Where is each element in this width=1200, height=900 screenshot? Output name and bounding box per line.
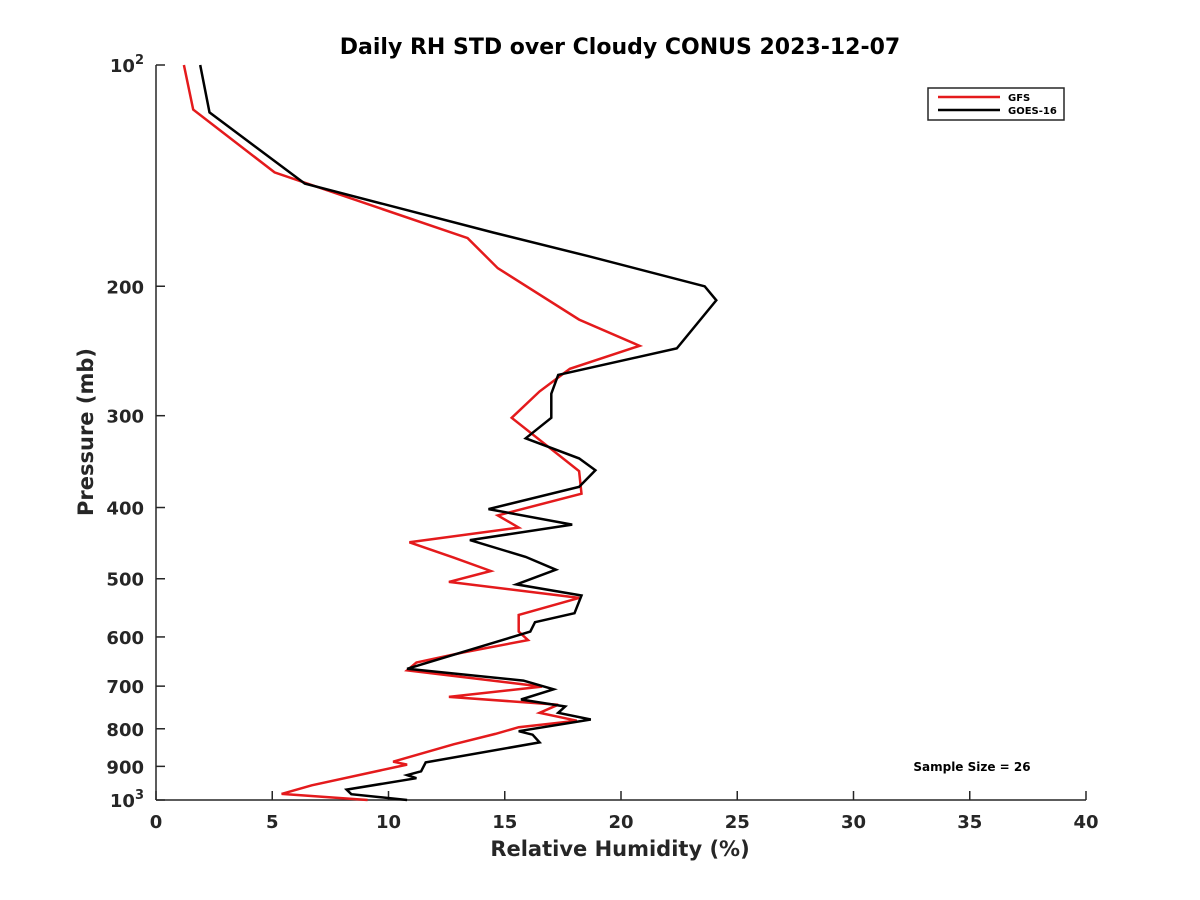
- x-tick-label: 15: [492, 812, 517, 833]
- series-line-gfs: [182, 64, 644, 802]
- y-axis-label: Pressure (mb): [74, 348, 98, 516]
- x-tick-label: 5: [266, 812, 279, 833]
- x-tick-label: 10: [376, 812, 401, 833]
- series-group: [182, 64, 718, 802]
- legend: GFS GOES-16: [927, 87, 1065, 121]
- y-tick-label: 200: [106, 277, 144, 298]
- x-tick-label: 30: [841, 812, 866, 833]
- y-axis-ticks: 102 200 300 400 500 600 700 800 900 103: [106, 53, 165, 812]
- y-tick-label: 800: [106, 720, 144, 741]
- y-tick-label: 102: [110, 53, 144, 77]
- legend-label: GOES-16: [1008, 106, 1057, 117]
- x-tick-label: 20: [608, 812, 633, 833]
- y-tick-label: 600: [106, 628, 144, 649]
- y-tick-label: 300: [106, 407, 144, 428]
- legend-box: [927, 87, 1065, 121]
- y-tick-label: 400: [106, 499, 144, 520]
- chart-title: Daily RH STD over Cloudy CONUS 2023-12-0…: [340, 35, 900, 60]
- y-tick-label: 500: [106, 570, 144, 591]
- x-tick-label: 35: [957, 812, 982, 833]
- y-tick-label: 700: [106, 677, 144, 698]
- sample-size-annotation: Sample Size = 26: [913, 760, 1030, 774]
- x-tick-label: 25: [725, 812, 750, 833]
- x-axis-label: Relative Humidity (%): [490, 837, 749, 861]
- x-tick-label: 0: [150, 812, 163, 833]
- series-line-goes-16: [198, 64, 718, 802]
- y-tick-label: 103: [110, 788, 144, 812]
- x-tick-label: 40: [1073, 812, 1098, 833]
- y-tick-label: 900: [106, 757, 144, 778]
- x-axis-ticks: 0 5 10 15 20 25 30 35 40: [150, 791, 1099, 833]
- legend-label: GFS: [1008, 93, 1030, 104]
